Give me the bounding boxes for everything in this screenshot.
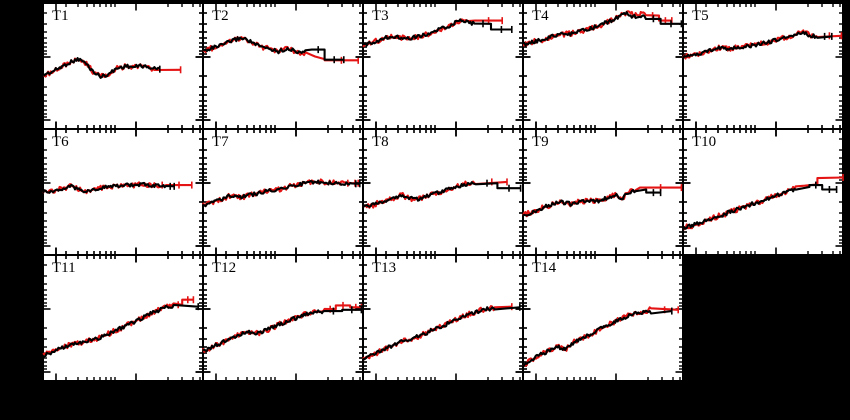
lightcurve-black bbox=[42, 57, 160, 79]
panel-label-t5: T5 bbox=[692, 8, 709, 24]
lightcurve-black bbox=[522, 188, 661, 217]
panel-frame-t1 bbox=[42, 2, 204, 130]
panel-label-t8: T8 bbox=[372, 134, 389, 150]
panel-label-t4: T4 bbox=[532, 8, 549, 24]
panel-frame-t12 bbox=[202, 254, 364, 382]
lightcurve-black bbox=[202, 36, 344, 61]
panel-label-t14: T14 bbox=[532, 260, 557, 276]
lightcurve-black bbox=[202, 308, 362, 353]
panel-label-t7: T7 bbox=[212, 134, 229, 150]
panel-label-t12: T12 bbox=[212, 260, 237, 276]
panel-frame-t10 bbox=[682, 128, 844, 256]
lightcurve-black bbox=[42, 303, 199, 358]
panel-frame-t3 bbox=[362, 2, 524, 130]
lightcurve-black bbox=[522, 309, 672, 368]
lightcurve-black bbox=[202, 179, 360, 208]
lightcurve-red bbox=[362, 180, 508, 209]
panel-frame-t14 bbox=[522, 254, 684, 382]
lightcurve-black bbox=[362, 18, 512, 47]
panel-label-t13: T13 bbox=[372, 260, 397, 276]
lightcurve-black bbox=[362, 181, 521, 209]
lightcurve-black bbox=[682, 30, 832, 60]
panel-label-t1: T1 bbox=[52, 8, 69, 24]
lightcurve-black bbox=[42, 181, 175, 194]
panel-label-t9: T9 bbox=[532, 134, 549, 150]
lightcurve-black bbox=[522, 11, 682, 47]
panel-label-t6: T6 bbox=[52, 134, 69, 150]
lightcurve-black bbox=[362, 306, 520, 361]
panel-frame-t2 bbox=[202, 2, 364, 130]
lightcurve-black bbox=[682, 184, 837, 230]
panel-frame-t8 bbox=[362, 128, 524, 256]
panel-label-t3: T3 bbox=[372, 8, 389, 24]
panel-label-t11: T11 bbox=[52, 260, 76, 276]
panel-label-t2: T2 bbox=[212, 8, 229, 24]
panel-frame-t13 bbox=[362, 254, 524, 382]
panel-label-t10: T10 bbox=[692, 134, 717, 150]
panel-frame-t6 bbox=[42, 128, 204, 256]
